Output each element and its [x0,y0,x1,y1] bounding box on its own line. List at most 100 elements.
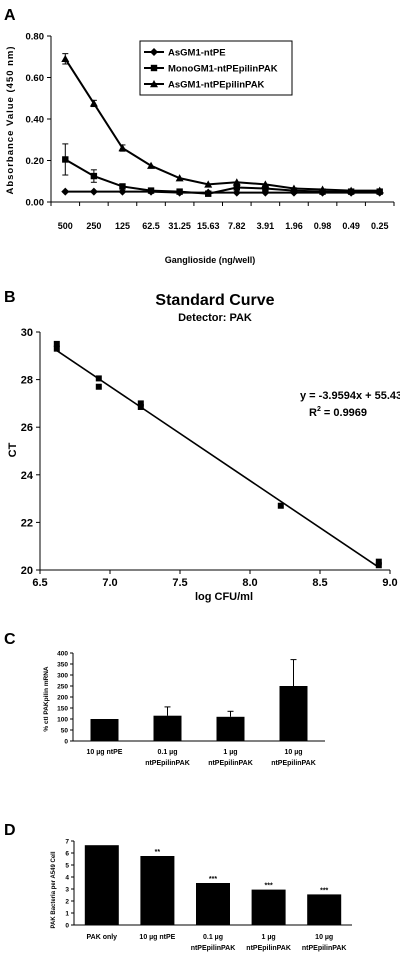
panel-a-y-tick-label: 0.80 [26,32,45,43]
panel-b-data-point [137,400,144,407]
panel-b-r2: R2 = 0.9969 [309,406,367,419]
panel-a-data-point [232,178,241,186]
panel-a-legend-label: MonoGM1-ntPEpilinPAK [168,64,278,75]
panel-b-x-tick-label: 7.5 [172,577,187,589]
panel-d-y-tick-label: 0 [65,923,69,930]
panel-a-y-tick-label: 0.20 [26,156,45,167]
panel-a-data-point [318,185,327,193]
panel-c-y-tick-label: 300 [57,673,68,680]
panel-c-y-tick-label: 50 [61,728,69,735]
panel-a-data-point [175,174,184,182]
panel-a-data-point [61,187,70,196]
panel-d-y-tick-label: 6 [65,851,69,858]
panel-b-x-tick-label: 8.5 [312,577,327,589]
panel-b-data-point [95,383,102,390]
panel-b-subtitle: Detector: PAK [178,312,252,324]
panel-c-y-tick-label: 0 [64,739,68,746]
panel-a-legend-box [139,40,293,96]
panel-a-data-point [89,99,98,107]
panel-a-legend-marker [150,80,158,88]
panel-c-x-tick-label: 0.1 µg [158,749,178,756]
panel-a-data-point [375,186,384,194]
panel-d-significance-label: *** [209,876,217,883]
panel-c-x-tick-label: ntPEpilinPAK [271,760,316,767]
panel-b-data-point [53,340,60,347]
panel-a-y-tick-label: 0.40 [26,115,45,126]
panel-b-data-point [375,562,382,569]
panel-a-data-point [204,180,213,188]
panel-a-legend-label: AsGM1-ntPE [168,48,226,59]
panel-c-letter: C [4,631,16,648]
panel-d-y-tick-label: 1 [65,911,69,918]
panel-a-data-point [118,144,127,152]
panel-a-x-tick-label: 62.5 [142,221,160,231]
panel-a-legend: AsGM1-ntPE MonoGM1-ntPEpilinPAK AsGM1-ntPE… [139,40,293,96]
panel-a-letter: A [4,7,16,24]
panel-d-x-tick-label: PAK only [86,934,117,941]
panel-a-x-tick-label: 0.25 [371,221,389,231]
panel-a-series-line [64,58,380,192]
panel-a-x-tick-label: 250 [86,221,101,231]
panel-b-y-tick-label: 30 [21,327,33,339]
panel-b-x-tick-label: 9.0 [382,577,397,589]
panel-a-series-line [64,158,380,195]
panel-b-y-tick-label: 20 [21,565,33,577]
panel-c-x-tick-label: 1 µg [223,749,237,756]
panel-a-x-tick-label: 3.91 [257,221,275,231]
panel-d-bar [307,894,342,925]
panel-d-x-tick-label: 1 µg [262,934,276,941]
panel-a-x-tick-label: 125 [115,221,130,231]
panel-b-x-tick-label: 7.0 [102,577,117,589]
panel-b-equation: y = -3.9594x + 55.43 [300,390,400,402]
panel-a-xlabel: Ganglioside (ng/well) [165,255,256,265]
panel-a-x-tick-label: 0.98 [314,221,332,231]
panel-d-ylabel: PAK Bacteria per A549 Cell [51,851,57,928]
panel-a-legend-label: AsGM1-ntPEpilinPAK [168,80,265,91]
panel-a-x-tick-label: 500 [58,221,73,231]
panel-c-bar [153,715,182,741]
panel-b-xlabel: log CFU/ml [195,591,253,603]
panel-a-data-point [89,187,98,196]
panel-c-y-tick-label: 200 [57,695,68,702]
panel-b-data-point [277,502,284,509]
panel-c-y-tick-label: 400 [57,651,68,658]
panel-a-data-point [119,183,126,190]
panel-b-data-point [53,345,60,352]
panel-a-ylabel: Absorbance Value (450 nm) [5,45,16,194]
panel-a-y-tick-label: 0.60 [26,73,45,84]
panel-b-y-tick-label: 24 [21,470,34,482]
panel-a-x-tick-label: 0.49 [342,221,360,231]
panel-b-ylabel: CT [7,442,19,457]
panel-c-x-tick-label: 10 µg ntPE [87,749,123,756]
panel-d-bar [84,845,119,925]
panel-a-data-point [90,172,98,180]
panel-a-data-point [62,156,69,163]
panel-c-x-tick-label: 10 µg [284,749,302,756]
panel-d-x-tick-label: 0.1 µg [203,934,223,941]
panel-d-significance-label: *** [265,883,273,890]
panel-b-y-tick-label: 22 [21,517,33,529]
panel-a-data-point [347,186,356,194]
panel-b-letter: B [4,289,16,306]
panel-d-x-tick-label: ntPEpilinPAK [302,945,347,952]
panel-a-data-point [176,188,183,195]
panel-b-y-tick-label: 28 [21,375,33,387]
panel-c-chart: C % ctl PAKpilin mRNA 0 50 100 150 200 250 300… [4,631,325,767]
panel-d-x-tick-label: ntPEpilinPAK [191,945,236,952]
panel-b-x-tick-label: 8.0 [242,577,257,589]
panel-c-y-tick-label: 100 [57,717,68,724]
panel-c-ylabel: % ctl PAKpilin mRNA [43,666,50,732]
panel-a-x-tick-label: 1.96 [285,221,303,231]
panel-c-bar [90,719,119,741]
panel-b-r2-sup: 2 [317,406,321,413]
panel-a-legend-marker [150,48,158,56]
panel-c-y-tick-label: 250 [57,684,68,691]
panel-a-data-point [205,190,212,197]
panel-d-chart: D PAK Bacteria per A549 Cell 0 1 2 3 4 5 6 7 PAK… [4,822,352,952]
panel-d-y-tick-label: 5 [65,863,69,870]
panel-d-bar [196,883,230,925]
panel-a-data-point [262,185,269,192]
panel-d-bar [251,889,286,925]
panel-a-legend-marker [150,64,158,72]
panel-b-r2-value: = 0.9969 [321,407,367,419]
